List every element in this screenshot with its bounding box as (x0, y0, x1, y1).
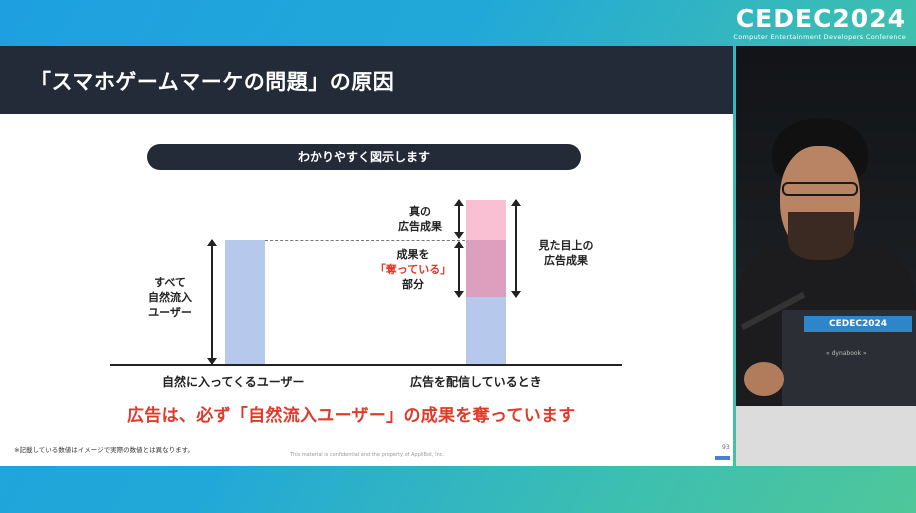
baseline-axis (110, 364, 622, 366)
label-all-organic-users: すべて 自然流入 ユーザー (148, 276, 192, 319)
category-organic: 自然に入ってくるユーザー (162, 375, 305, 389)
top-banner: CEDEC2024 Computer Entertainment Develop… (0, 0, 916, 46)
bar-organic-users (225, 240, 265, 364)
label-apparent-ad-result: 見た目上の 広告成果 (538, 239, 594, 267)
glasses-icon (782, 182, 858, 196)
speaker-camera-feed: CEDEC2024 « dynabook » (736, 46, 916, 466)
slide-header: 「スマホゲームマーケの問題」の原因 (0, 46, 733, 114)
bar-ad-stolen-segment (466, 240, 506, 297)
apparent-result-double-arrow (511, 199, 521, 298)
podium-desk (736, 406, 916, 466)
bottom-banner (0, 466, 916, 513)
footnote: ※記載している数値はイメージで実際の数値とは異なります。 (14, 446, 194, 454)
section-pill: わかりやすく図示します (147, 144, 581, 170)
conclusion-text: 広告は、必ず「自然流入ユーザー」の成果を奪っています (127, 406, 576, 426)
speaker-hand (744, 362, 784, 396)
logo-text: CEDEC2024 (735, 4, 906, 33)
confidential-notice: This material is confidential and the pr… (290, 452, 445, 458)
page-progress-bar (715, 456, 730, 460)
all-users-double-arrow (207, 239, 217, 365)
slide-title: 「スマホゲームマーケの問題」の原因 (30, 70, 395, 94)
stolen-part-double-arrow (454, 241, 464, 298)
category-ad-running: 広告を配信しているとき (410, 375, 542, 389)
laptop-sticker: CEDEC2024 (804, 316, 912, 332)
bar-ad-organic-segment (466, 297, 506, 364)
label-stolen-part: 成果を 「奪っている」 部分 (374, 248, 452, 291)
presentation-slide: 「スマホゲームマーケの問題」の原因 わかりやすく図示します すべて 自然流入 ユ… (0, 46, 733, 466)
cedec-logo: CEDEC2024 Computer Entertainment Develop… (733, 4, 906, 42)
laptop-brand: « dynabook » (826, 350, 867, 357)
label-true-ad-result: 真の 広告成果 (398, 205, 442, 233)
speaker-beard (788, 212, 854, 260)
page-number: 93 (722, 444, 730, 451)
bar-ad-true-segment (466, 200, 506, 240)
reference-dashed-line (265, 240, 465, 241)
logo-subtitle: Computer Entertainment Developers Confer… (733, 33, 906, 41)
true-result-double-arrow (454, 199, 464, 239)
